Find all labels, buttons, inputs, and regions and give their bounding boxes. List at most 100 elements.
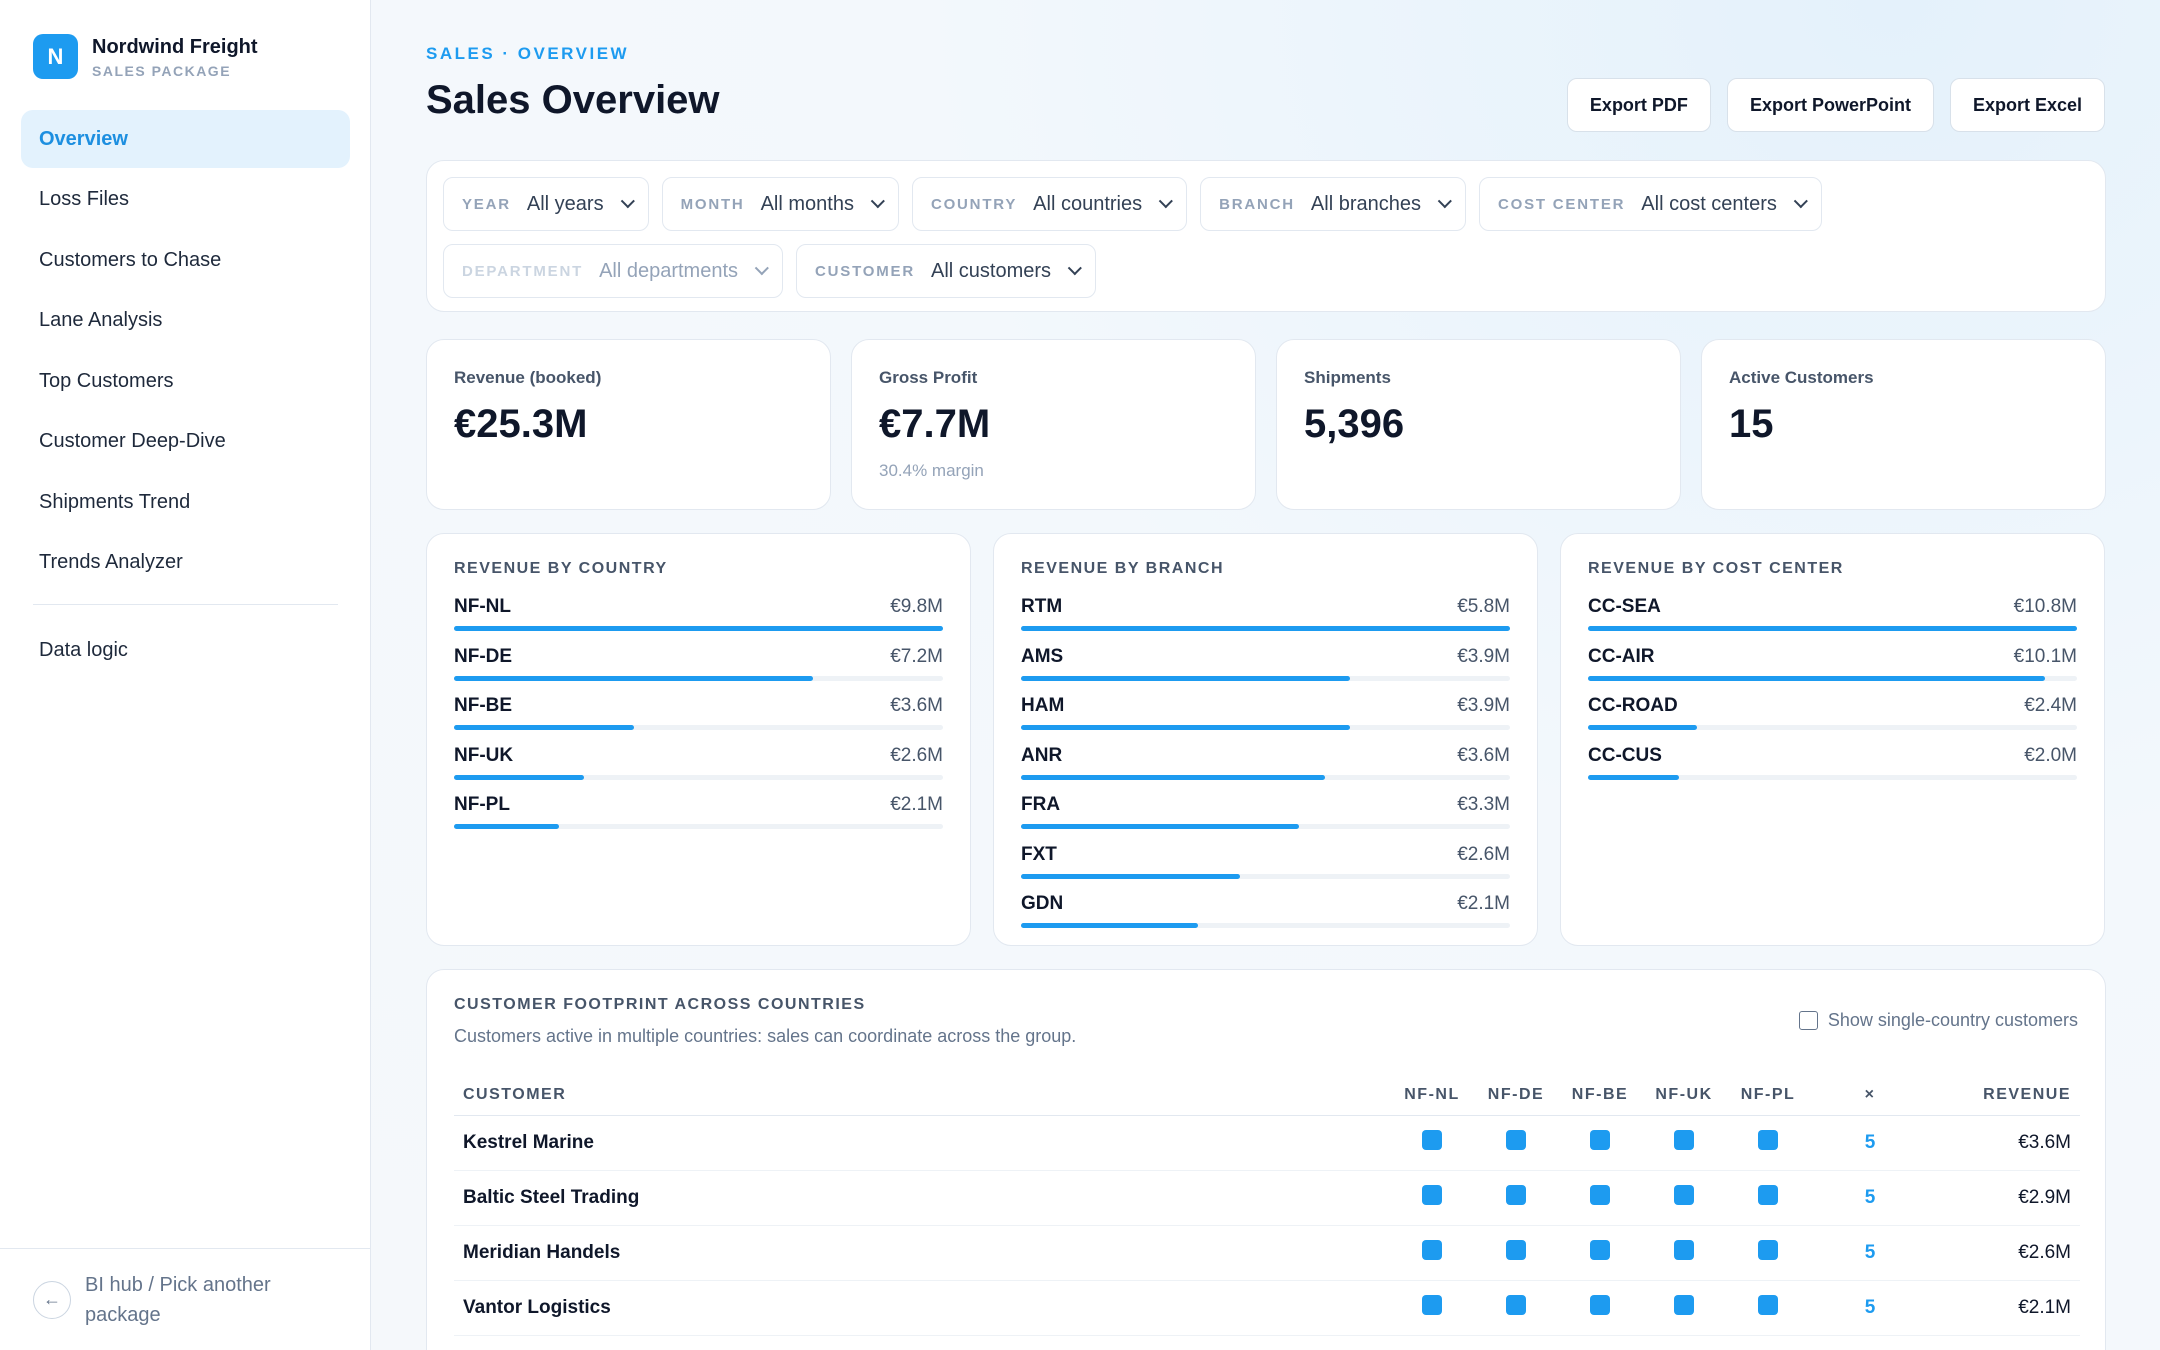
presence-marker-icon [1758, 1129, 1778, 1150]
filter-month[interactable]: MONTH All months [661, 177, 899, 231]
bar-track [1021, 675, 1510, 681]
sidebar-item-data-logic[interactable]: Data logic [39, 638, 128, 661]
bar-track [1021, 873, 1510, 879]
bar-value: €3.9M [1457, 645, 1510, 667]
kpi-card-active-customers: Active Customers 15 [1701, 339, 2106, 510]
bar-value: €2.0M [2024, 744, 2077, 766]
table-row[interactable]: Baltic Steel Trading 5 €2.9M [454, 1170, 2080, 1226]
presence-cell [1390, 1280, 1474, 1336]
bar-value: €2.6M [890, 744, 943, 766]
filter-label: CUSTOMER [815, 262, 915, 280]
presence-marker-icon [1674, 1294, 1694, 1315]
presence-marker-icon [1758, 1294, 1778, 1315]
brand-subtitle: SALES PACKAGE [92, 62, 232, 79]
sidebar: N Nordwind Freight SALES PACKAGE Overvie… [0, 0, 371, 1350]
sidebar-item-overview[interactable]: Overview [21, 110, 350, 168]
presence-marker-icon [1674, 1129, 1694, 1150]
bar-track [1588, 626, 2077, 631]
bar-value: €7.2M [890, 645, 943, 667]
presence-marker-icon [1590, 1129, 1610, 1150]
bar-value: €2.1M [890, 794, 943, 815]
filter-cost-center[interactable]: COST CENTER All cost centers [1478, 177, 1822, 231]
bar-row-nf-uk[interactable]: NF-UK €2.6M [454, 743, 943, 780]
revenue-panel-revenue-by-cost-center: REVENUE BY COST CENTER CC-SEA €10.8M CC-AIR… [1560, 533, 2105, 946]
single-country-checkbox[interactable] [1798, 1011, 1818, 1030]
presence-cell [1726, 1170, 1810, 1226]
bar-value: €2.1M [1457, 893, 1510, 914]
sidebar-item-loss-files[interactable]: Loss Files [39, 188, 130, 210]
bar-track [454, 725, 943, 730]
sidebar-item-top-customers[interactable]: Top Customers [39, 369, 174, 392]
table-row[interactable]: Meridian Handels 5 €2.6M [454, 1225, 2080, 1281]
bar-value: €3.6M [890, 695, 943, 716]
table-row[interactable]: Vantor Logistics 5 €2.1M [454, 1280, 2080, 1336]
export-pdf-button[interactable]: Export PDF [1566, 78, 1711, 132]
chevron-down-icon [1158, 194, 1174, 209]
filter-branch[interactable]: BRANCH All branches [1200, 177, 1466, 231]
bar-row-cc-road[interactable]: CC-ROAD €2.4M [1588, 693, 2077, 730]
bar-row-ams[interactable]: AMS €3.9M [1021, 644, 1510, 681]
bar-row-fra[interactable]: FRA €3.3M [1021, 792, 1510, 829]
filter-year[interactable]: YEAR All years [443, 177, 649, 231]
bar-row-nf-nl[interactable]: NF-NL €9.8M [454, 594, 943, 631]
bar-row-nf-be[interactable]: NF-BE €3.6M [454, 693, 943, 730]
bar-row-cc-sea[interactable]: CC-SEA €10.8M [1588, 594, 2077, 631]
sidebar-item-lane-analysis[interactable]: Lane Analysis [39, 309, 163, 331]
bar-value: €2.4M [2024, 695, 2077, 716]
filter-customer[interactable]: CUSTOMER All customers [796, 244, 1097, 298]
presence-cell [1390, 1225, 1474, 1281]
presence-cell [1390, 1170, 1474, 1226]
presence-cell [1642, 1115, 1726, 1171]
panel-title: REVENUE BY BRANCH [1021, 560, 1225, 577]
bi-hub-label: BI hub / Pick another package [85, 1273, 271, 1326]
bar-row-nf-pl[interactable]: NF-PL €2.1M [454, 792, 943, 829]
table-row[interactable]: Kestrel Marine 5 €3.6M [454, 1115, 2080, 1171]
filter-label: BRANCH [1219, 195, 1295, 213]
sidebar-item-shipments-trend[interactable]: Shipments Trend [39, 490, 191, 513]
bar-label: NF-DE [454, 645, 513, 667]
bar-row-anr[interactable]: ANR €3.6M [1021, 743, 1510, 780]
bar-track [1021, 923, 1510, 928]
bar-value: €10.1M [2013, 645, 2077, 667]
filter-value: All months [760, 192, 854, 215]
filter-label: YEAR [462, 195, 511, 213]
sidebar-item-customer-deep-dive[interactable]: Customer Deep-Dive [39, 430, 226, 452]
bar-row-gdn[interactable]: GDN €2.1M [1021, 891, 1510, 928]
bar-label: NF-NL [454, 596, 511, 617]
bar-value: €3.3M [1457, 794, 1510, 815]
col-revenue: REVENUE [1930, 1075, 2080, 1116]
arrow-left-icon[interactable]: ← [33, 1280, 71, 1319]
export-excel-button[interactable]: Export Excel [1949, 78, 2105, 132]
kpi-label: Revenue (booked) [454, 368, 602, 387]
col-nf-de: NF-DE [1474, 1075, 1558, 1116]
bar-track [1021, 774, 1510, 780]
export-powerpoint-button[interactable]: Export PowerPoint [1726, 78, 1934, 132]
sidebar-item-trends-analyzer[interactable]: Trends Analyzer [39, 551, 183, 573]
bi-hub-link[interactable]: ← BI hub / Pick another package [0, 1248, 370, 1350]
kpi-label: Active Customers [1729, 368, 1874, 387]
bar [1588, 626, 2077, 631]
bar [454, 725, 634, 730]
bar-value: €5.8M [1457, 596, 1510, 617]
presence-marker-icon [1758, 1239, 1778, 1260]
revenue-panel-revenue-by-country: REVENUE BY COUNTRY NF-NL €9.8M NF-DE €7.2M NF… [426, 533, 971, 946]
bar-row-ham[interactable]: HAM €3.9M [1021, 693, 1510, 730]
sidebar-nav: Overview Loss Files Customers to Chase Lane… [21, 110, 350, 594]
bar-row-fxt[interactable]: FXT €2.6M [1021, 842, 1510, 879]
bar-row-rtm[interactable]: RTM €5.8M [1021, 594, 1510, 631]
bar-row-cc-air[interactable]: CC-AIR €10.1M [1588, 644, 2077, 681]
sidebar-item-customers-to-chase[interactable]: Customers to Chase [39, 248, 222, 271]
col-customer: CUSTOMER [454, 1075, 1390, 1116]
main-content: SALES · OVERVIEW Sales Overview Export P… [371, 0, 2160, 1350]
presence-marker-icon [1506, 1129, 1526, 1150]
presence-cell [1558, 1225, 1642, 1281]
brand-logo: N [33, 34, 78, 79]
filter-country[interactable]: COUNTRY All countries [911, 177, 1188, 231]
single-country-toggle[interactable]: Show single-country customers [1798, 1010, 2078, 1031]
bar-label: NF-UK [454, 744, 514, 766]
bar-label: AMS [1021, 645, 1064, 667]
bar-row-cc-cus[interactable]: CC-CUS €2.0M [1588, 743, 2077, 780]
bar-track [1021, 626, 1510, 631]
bar-row-nf-de[interactable]: NF-DE €7.2M [454, 644, 943, 681]
bar [1021, 725, 1350, 730]
